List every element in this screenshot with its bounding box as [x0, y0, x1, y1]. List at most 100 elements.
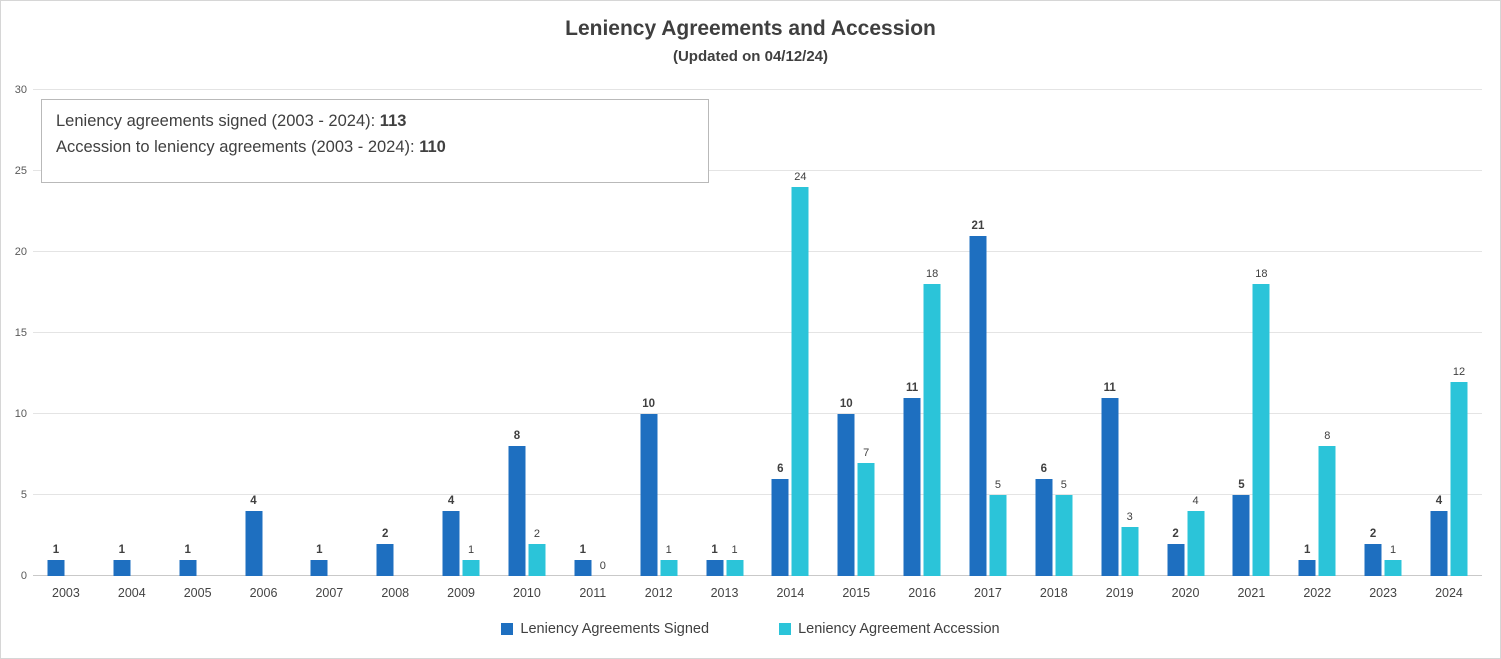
x-tick-label-2019: 2019	[1105, 586, 1134, 600]
bar-slot-accession-2009: 1	[462, 90, 480, 576]
bar-slot-signed-2018: 6	[1035, 90, 1053, 576]
summary-annotation-box: Leniency agreements signed (2003 - 2024)…	[41, 99, 709, 183]
y-tick-label-0: 0	[20, 570, 27, 582]
bar-slot-signed-2010: 8	[508, 90, 526, 576]
bar-slot-accession-2023: 1	[1384, 90, 1402, 576]
x-tick-label-2003: 2003	[52, 586, 80, 600]
bar-accession-2021	[1252, 284, 1270, 576]
bar-slot-accession-2019: 3	[1121, 90, 1139, 576]
bar-slot-signed-2006: 4	[245, 90, 262, 576]
bar-slot-accession-2015: 7	[857, 90, 875, 576]
bar-group-2024: 4 12	[1416, 90, 1482, 576]
bar-slot-signed-2004: 1	[113, 90, 131, 576]
bar-signed-2006	[245, 511, 262, 576]
bar-value-label-accession-2018: 5	[1060, 479, 1067, 492]
bar-pair-2012: 10 1	[640, 90, 678, 576]
bar-slot-accession-2011: 0	[594, 90, 611, 576]
bar-accession-2010	[528, 543, 546, 576]
x-tick-label-2022: 2022	[1303, 586, 1332, 600]
bar-group-2019: 11 3	[1087, 90, 1153, 576]
x-tick-label-2023: 2023	[1369, 586, 1398, 600]
bar-pair-2003: 1	[47, 90, 84, 576]
bar-value-label-accession-2015: 7	[863, 446, 870, 459]
gridline-15	[33, 332, 1482, 333]
bar-value-label-accession-2023: 1	[1390, 543, 1397, 556]
bar-signed-2024	[1430, 511, 1448, 576]
bar-slot-signed-2013: 1	[706, 90, 724, 576]
bar-value-label-accession-2013: 1	[731, 543, 738, 556]
bar-pair-2019: 11 3	[1101, 90, 1139, 576]
bar-pair-2004: 1	[113, 90, 150, 576]
bar-slot-signed-2017: 21	[969, 90, 987, 576]
bar-group-2015: 10 7	[823, 90, 889, 576]
bar-pair-2007: 1	[310, 90, 348, 576]
bar-pair-2015: 10 7	[837, 90, 875, 576]
bar-slot-accession-2012: 1	[660, 90, 678, 576]
summary-line-accession-value: 110	[419, 137, 446, 156]
y-tick-label-30: 30	[14, 84, 27, 96]
bar-signed-2003	[47, 559, 65, 576]
bar-accession-2013	[726, 559, 744, 576]
bar-slot-accession-2013: 1	[726, 90, 744, 576]
gridline-5	[33, 494, 1482, 496]
bar-slot-signed-2023: 2	[1364, 90, 1382, 576]
bar-slot-signed-2015: 10	[837, 90, 855, 576]
bar-signed-2022	[1298, 559, 1316, 576]
bar-value-label-signed-2010: 8	[513, 430, 521, 443]
bar-group-2012: 10 1	[626, 90, 692, 576]
bar-signed-2020	[1167, 543, 1185, 576]
bar-slot-accession-2017: 5	[989, 90, 1007, 576]
bar-value-label-signed-2023: 2	[1369, 527, 1377, 540]
bar-value-label-accession-2009: 1	[468, 543, 475, 556]
bar-accession-2012	[660, 559, 678, 576]
bar-value-label-signed-2005: 1	[184, 543, 191, 556]
bar-slot-accession-2024: 12	[1450, 90, 1468, 576]
bar-value-label-accession-2012: 1	[665, 543, 672, 556]
legend-label-signed: Leniency Agreements Signed	[520, 621, 710, 637]
plot-area: 1 1 1 4 1 2 4 1 8 2 1 0 10 1 1 1 6 24 10 7 11 18 21 5 6 5 11 3 2 4 5 18…	[33, 89, 1482, 576]
bar-accession-2009	[462, 559, 480, 576]
y-axis: 0 5 10 15 20 25 30	[3, 84, 29, 582]
legend-item-accession: Leniency Agreement Accession	[779, 621, 1000, 637]
chart-subtitle: (Updated on 04/12/24)	[672, 48, 829, 65]
bar-slot-signed-2009: 4	[442, 90, 460, 576]
bar-slot-accession-2021: 18	[1252, 90, 1270, 576]
bar-accession-2019	[1121, 527, 1139, 576]
bar-slot-signed-2012: 10	[640, 90, 658, 576]
x-tick-label-2011: 2011	[579, 586, 607, 600]
bar-accession-2017	[989, 495, 1007, 576]
bar-signed-2004	[113, 559, 131, 576]
bar-accession-2023	[1384, 559, 1402, 576]
x-tick-label-2008: 2008	[381, 586, 410, 600]
bar-pair-2024: 4 12	[1430, 90, 1468, 576]
bar-value-label-accession-2011: 0	[599, 560, 606, 572]
bar-value-label-signed-2019: 11	[1103, 381, 1116, 394]
bar-value-label-accession-2019: 3	[1126, 511, 1133, 524]
bar-signed-2009	[442, 511, 460, 576]
bar-slot-signed-2008: 2	[376, 90, 394, 576]
bar-pair-2014: 6 24	[771, 90, 809, 576]
bar-accession-2022	[1318, 446, 1336, 576]
bar-accession-2014	[791, 187, 809, 576]
y-tick-label-15: 15	[14, 327, 27, 339]
bar-signed-2018	[1035, 478, 1053, 576]
bar-value-label-accession-2022: 8	[1324, 430, 1331, 443]
bar-accession-2020	[1187, 511, 1205, 576]
bar-value-label-signed-2021: 5	[1238, 479, 1245, 492]
bar-group-2021: 5 18	[1218, 90, 1284, 576]
bar-slot-signed-2011: 1	[574, 90, 592, 576]
bar-signed-2011	[574, 559, 592, 576]
bar-value-label-signed-2008: 2	[382, 527, 389, 540]
x-tick-label-2013: 2013	[710, 586, 739, 600]
bar-signed-2005	[179, 559, 197, 576]
y-tick-label-20: 20	[14, 246, 27, 259]
bar-group-2007: 1	[296, 90, 362, 576]
